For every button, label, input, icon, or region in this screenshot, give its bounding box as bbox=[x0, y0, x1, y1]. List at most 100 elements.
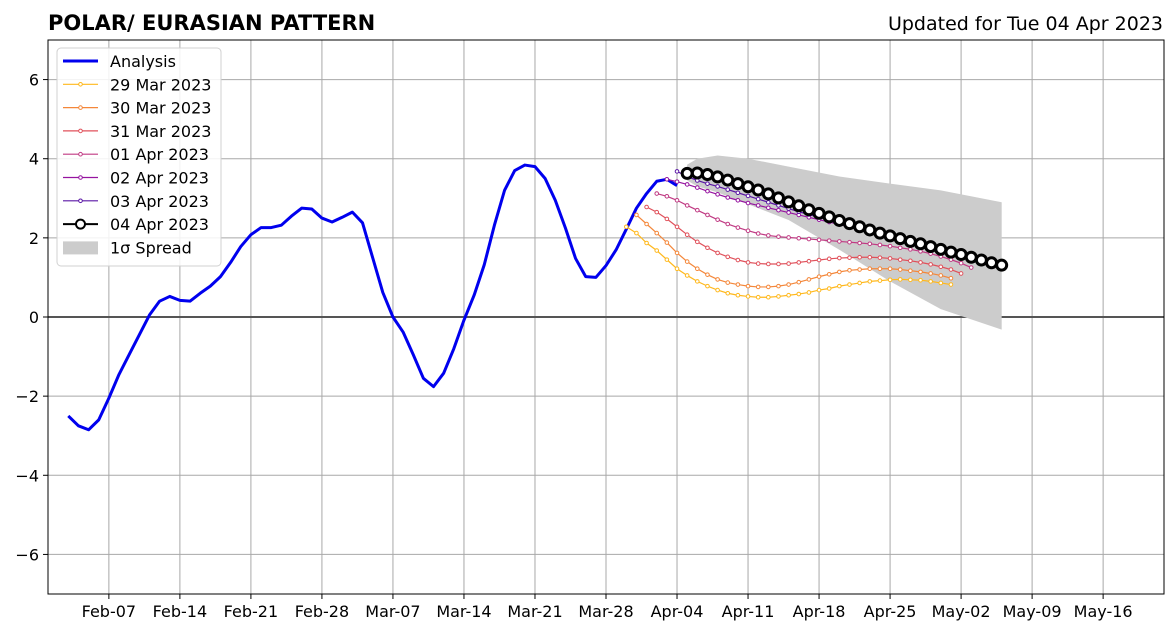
forecast-point bbox=[771, 191, 785, 205]
forecast-point bbox=[751, 183, 765, 197]
legend-label: 02 Apr 2023 bbox=[110, 169, 209, 188]
forecast-point bbox=[711, 170, 725, 184]
forecast-point bbox=[887, 243, 893, 249]
forecast-point bbox=[695, 266, 700, 272]
forecast-point bbox=[654, 230, 660, 236]
legend-label: 30 Mar 2023 bbox=[110, 99, 211, 118]
forecast-point bbox=[974, 253, 988, 267]
forecast-point bbox=[897, 245, 903, 251]
forecast-point bbox=[918, 260, 923, 265]
forecast-point bbox=[954, 247, 968, 261]
forecast-point bbox=[897, 257, 903, 262]
forecast-point bbox=[684, 232, 690, 237]
forecast-point bbox=[674, 169, 680, 174]
x-tick-label: May-09 bbox=[1003, 602, 1062, 621]
forecast-point bbox=[755, 284, 761, 290]
forecast-point bbox=[755, 231, 761, 236]
forecast-point bbox=[664, 216, 670, 222]
forecast-point bbox=[806, 236, 812, 242]
forecast-point bbox=[867, 279, 873, 284]
forecast-point bbox=[725, 187, 731, 192]
y-tick-label: 6 bbox=[29, 71, 39, 90]
forecast-point bbox=[877, 255, 883, 260]
legend-label: 31 Mar 2023 bbox=[110, 122, 211, 141]
forecast-point bbox=[731, 177, 745, 191]
forecast-point bbox=[644, 240, 649, 246]
forecast-point bbox=[796, 235, 802, 241]
forecast-point bbox=[924, 240, 938, 254]
forecast-point bbox=[792, 199, 806, 213]
forecast-point bbox=[705, 188, 710, 194]
legend-label: 01 Apr 2023 bbox=[110, 145, 209, 164]
forecast-point bbox=[908, 247, 913, 252]
forecast-point bbox=[877, 242, 883, 248]
x-tick-label: Feb-14 bbox=[153, 602, 207, 621]
legend-marker bbox=[78, 82, 83, 87]
forecast-point bbox=[786, 235, 791, 240]
forecast-point bbox=[705, 245, 710, 251]
x-tick-label: Apr-04 bbox=[651, 602, 704, 621]
forecast-point bbox=[857, 267, 862, 272]
forecast-point bbox=[674, 197, 680, 203]
forecast-point bbox=[867, 241, 873, 247]
forecast-point bbox=[938, 273, 944, 278]
forecast-point bbox=[644, 204, 649, 210]
forecast-point bbox=[705, 283, 710, 289]
forecast-point bbox=[867, 266, 873, 272]
forecast-point bbox=[948, 275, 954, 281]
forecast-point bbox=[816, 257, 822, 263]
forecast-point bbox=[664, 176, 670, 182]
forecast-point bbox=[806, 277, 812, 282]
forecast-point bbox=[887, 256, 893, 261]
forecast-point bbox=[745, 260, 751, 265]
y-tick-label: −4 bbox=[15, 466, 39, 485]
forecast-point bbox=[735, 225, 741, 230]
legend-marker bbox=[78, 151, 83, 157]
forecast-point bbox=[908, 277, 913, 283]
legend: Analysis 29 Mar 2023 30 Mar 2023 31 Mar 202… bbox=[56, 47, 222, 267]
forecast-point bbox=[802, 203, 816, 217]
forecast-point bbox=[684, 203, 690, 208]
forecast-point bbox=[842, 217, 856, 231]
forecast-point bbox=[715, 217, 720, 222]
forecast-point bbox=[928, 279, 933, 284]
forecast-point bbox=[944, 245, 958, 259]
forecast-point bbox=[761, 187, 775, 201]
analysis-line bbox=[67, 163, 678, 432]
forecast-point bbox=[776, 283, 781, 289]
y-tick-label: −2 bbox=[15, 387, 39, 406]
forecast-point bbox=[695, 279, 700, 284]
forecast-point bbox=[796, 260, 802, 265]
forecast-point bbox=[680, 166, 694, 180]
forecast-point bbox=[674, 224, 680, 230]
forecast-point bbox=[826, 238, 832, 243]
forecast-point bbox=[873, 226, 887, 240]
forecast-point bbox=[887, 277, 893, 283]
forecast-point bbox=[816, 287, 822, 293]
forecast-point bbox=[806, 258, 812, 264]
forecast-point bbox=[634, 212, 639, 218]
x-tick-label: May-02 bbox=[932, 602, 991, 621]
forecast-point bbox=[735, 292, 741, 298]
forecast-point bbox=[715, 184, 720, 189]
forecast-point bbox=[715, 287, 720, 293]
x-tick-label: Mar-07 bbox=[365, 602, 420, 621]
legend-box bbox=[56, 47, 222, 267]
forecast-point bbox=[948, 267, 954, 272]
x-tick-label: Mar-14 bbox=[436, 602, 491, 621]
legend-swatch bbox=[63, 241, 98, 255]
forecast-point bbox=[883, 229, 897, 243]
x-tick-label: Mar-21 bbox=[507, 602, 562, 621]
forecast-point bbox=[837, 269, 842, 275]
forecast-point bbox=[837, 239, 842, 244]
legend-label: 04 Apr 2023 bbox=[110, 215, 209, 234]
y-tick-label: 4 bbox=[29, 150, 39, 169]
forecast-point bbox=[715, 277, 720, 282]
forecast-point bbox=[755, 261, 761, 266]
forecast-point bbox=[847, 239, 852, 245]
forecast-point bbox=[741, 180, 755, 194]
forecast-point bbox=[664, 257, 670, 262]
forecast-point bbox=[816, 237, 822, 243]
plot-area bbox=[67, 155, 1009, 432]
forecast-point bbox=[877, 266, 883, 272]
